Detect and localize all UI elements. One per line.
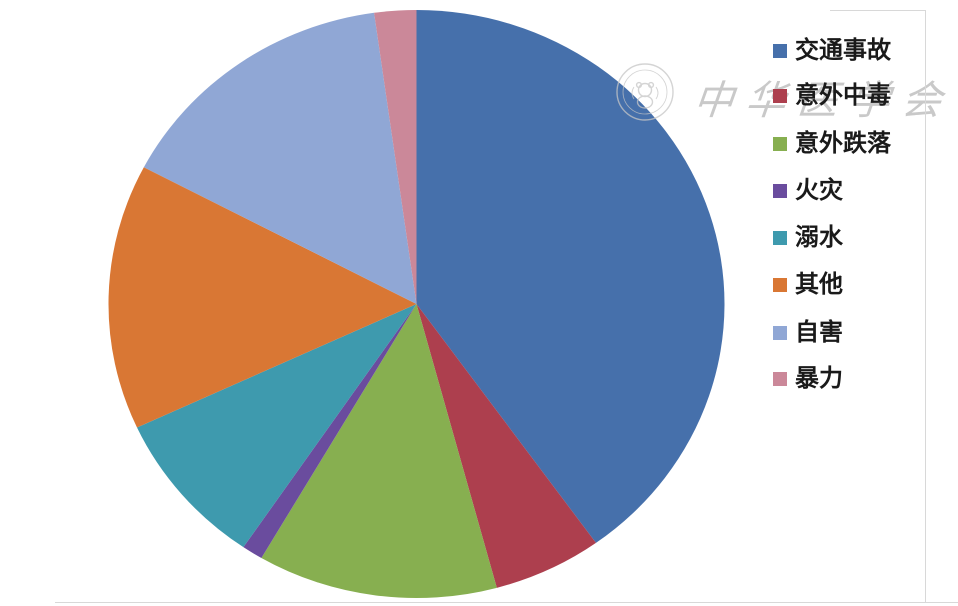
legend-label: 交通事故 bbox=[795, 37, 891, 64]
legend-item: 自害 bbox=[773, 320, 843, 346]
pie-slice-7 bbox=[374, 10, 417, 304]
pie-slice-5 bbox=[108, 167, 417, 428]
bottom-border-line bbox=[55, 602, 958, 603]
legend-item: 暴力 bbox=[773, 366, 843, 392]
legend-swatch bbox=[773, 372, 787, 386]
legend-item: 火灾 bbox=[773, 178, 843, 204]
pie-slice-6 bbox=[143, 12, 417, 304]
legend-swatch bbox=[773, 278, 787, 292]
top-border-segment bbox=[830, 10, 925, 11]
legend-label: 火灾 bbox=[795, 177, 843, 204]
pie-slice-4 bbox=[136, 304, 417, 548]
legend-label: 其他 bbox=[795, 271, 843, 298]
pie-slice-2 bbox=[261, 304, 497, 598]
legend-swatch bbox=[773, 184, 787, 198]
legend-label: 意外中毒 bbox=[795, 82, 891, 109]
legend-item: 意外中毒 bbox=[773, 83, 891, 109]
legend-label: 溺水 bbox=[795, 224, 843, 251]
legend-item: 其他 bbox=[773, 272, 843, 298]
legend-swatch bbox=[773, 137, 787, 151]
legend-label: 意外跌落 bbox=[795, 130, 891, 157]
legend-label: 暴力 bbox=[795, 365, 843, 392]
legend-swatch bbox=[773, 89, 787, 103]
legend-swatch bbox=[773, 326, 787, 340]
pie-slice-0 bbox=[416, 10, 725, 543]
legend-item: 交通事故 bbox=[773, 38, 891, 64]
pie-slice-1 bbox=[416, 304, 596, 588]
legend-swatch bbox=[773, 231, 787, 245]
legend-swatch bbox=[773, 44, 787, 58]
right-border-line bbox=[925, 10, 926, 602]
legend-item: 溺水 bbox=[773, 225, 843, 251]
pie-slice-3 bbox=[243, 304, 417, 558]
legend-item: 意外跌落 bbox=[773, 131, 891, 157]
legend-label: 自害 bbox=[795, 319, 843, 346]
